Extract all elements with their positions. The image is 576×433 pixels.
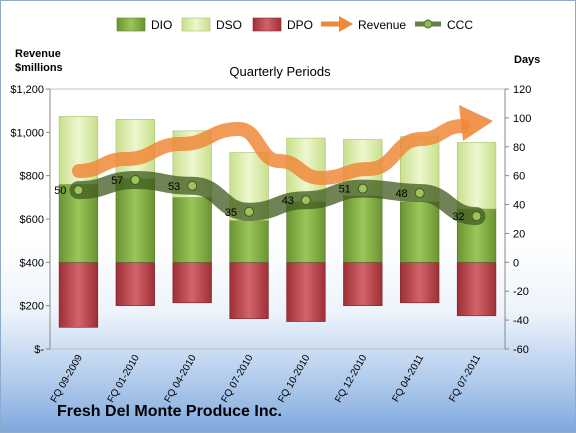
- bar-dio: [286, 201, 326, 263]
- right-tick-label: 120: [513, 84, 531, 96]
- ccc-data-label: 35: [225, 207, 237, 219]
- ccc-point: [187, 180, 198, 191]
- x-category-label: FQ 12-2010: [333, 353, 369, 405]
- x-category-label: FQ 07-2011: [447, 353, 483, 404]
- ccc-data-label: 48: [395, 188, 407, 200]
- right-tick-label: 20: [513, 228, 525, 240]
- bar-dio: [172, 197, 212, 263]
- revenue-trend-line: [72, 119, 470, 186]
- ccc-point: [414, 188, 425, 198]
- ccc-point: [300, 195, 311, 206]
- bar-dpo: [343, 262, 383, 306]
- bar-dio: [343, 195, 383, 263]
- ccc-data-label: 43: [282, 195, 294, 207]
- bar-dpo: [286, 262, 326, 322]
- bar-dso: [456, 142, 497, 210]
- ccc-data-label: 53: [168, 181, 180, 193]
- ccc-point: [471, 211, 482, 222]
- left-tick-label: $-: [34, 344, 44, 356]
- x-category-label: FQ 09-2009: [49, 353, 85, 405]
- ccc-point: [73, 185, 84, 196]
- legend-label-revenue: Revenue: [358, 18, 406, 32]
- revenue-arrowhead: [459, 105, 493, 141]
- plot-area: $- $200 $400 $600 $800 $1,000 $1,200 -60 -40 -20 0…: [10, 84, 531, 405]
- bar-dpo: [400, 262, 440, 304]
- legend-label-dio: DIO: [151, 18, 172, 32]
- left-axis-label-line1: Revenue: [15, 48, 61, 60]
- ccc-point: [244, 206, 255, 217]
- right-tick-label: 60: [513, 171, 525, 183]
- ccc-data-label: 32: [452, 211, 464, 223]
- left-tick-label: $1,200: [10, 84, 44, 96]
- bar-dio: [115, 178, 155, 263]
- ccc-point: [357, 183, 368, 194]
- legend-label-dpo: DPO: [287, 18, 313, 32]
- company-name: Fresh Del Monte Produce Inc.: [57, 403, 282, 420]
- x-category-label: FQ 07-2010: [219, 353, 255, 405]
- ccc-data-label: 50: [54, 185, 66, 197]
- x-category-label: FQ 10-2010: [276, 353, 312, 405]
- legend-swatch-ccc: [415, 19, 441, 29]
- bar-dpo: [229, 262, 269, 319]
- chart-title: Quarterly Periods: [229, 64, 331, 79]
- bar-dio: [229, 220, 269, 263]
- left-tick-label: $1,000: [10, 127, 44, 139]
- legend: DIO DSO DPO Revenue CCC: [116, 16, 473, 32]
- ccc-data-label: 57: [111, 175, 123, 187]
- legend-label-ccc: CCC: [447, 18, 473, 32]
- x-category-label: FQ 04-2010: [163, 353, 199, 405]
- left-tick-label: $200: [20, 301, 44, 313]
- right-tick-label: 100: [513, 113, 531, 125]
- left-tick-label: $400: [20, 257, 44, 269]
- bar-dpo: [58, 262, 99, 328]
- legend-swatch-dso: [181, 17, 211, 32]
- right-tick-label: 40: [513, 200, 525, 212]
- left-tick-label: $600: [20, 214, 44, 226]
- legend-swatch-dio: [116, 17, 146, 32]
- right-tick-label: 0: [513, 257, 519, 269]
- right-tick-label: 80: [513, 142, 525, 154]
- legend-swatch-dpo: [252, 17, 282, 32]
- right-tick-label: -60: [513, 344, 529, 356]
- x-category-label: FQ 01-2010: [106, 353, 142, 405]
- legend-swatch-revenue: [321, 16, 353, 32]
- bar-dpo: [115, 262, 155, 306]
- bar-dpo: [172, 262, 212, 304]
- bar-dpo: [456, 262, 497, 317]
- bar-dio: [400, 201, 440, 263]
- right-tick-label: -40: [513, 315, 529, 327]
- ccc-line: [69, 170, 486, 226]
- ccc-data-label: 51: [339, 184, 351, 196]
- left-axis-label-line2: $millions: [15, 62, 63, 74]
- legend-label-dso: DSO: [216, 18, 242, 32]
- ccc-point: [130, 175, 141, 185]
- left-tick-label: $800: [20, 171, 44, 183]
- right-tick-label: -20: [513, 286, 529, 298]
- x-category-label: FQ 04-2011: [390, 353, 426, 404]
- right-axis-label: Days: [514, 54, 540, 66]
